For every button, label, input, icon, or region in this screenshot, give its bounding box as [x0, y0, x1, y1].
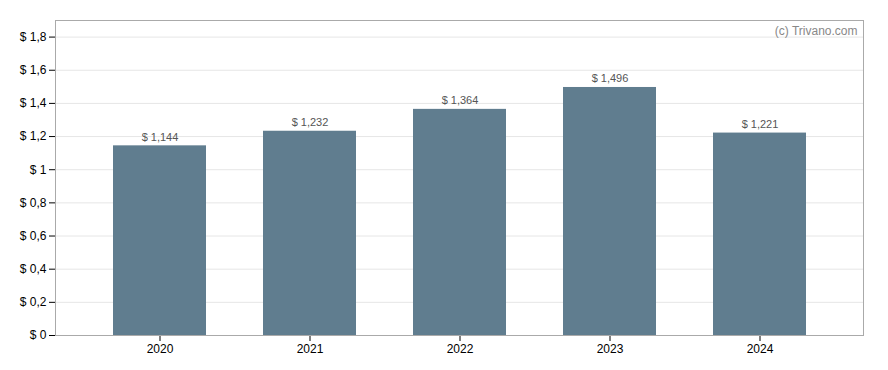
- svg-text:2022: 2022: [447, 342, 474, 356]
- svg-text:$ 1: $ 1: [30, 163, 47, 177]
- svg-text:(c) Trivano.com: (c) Trivano.com: [775, 24, 858, 38]
- svg-text:2023: 2023: [597, 342, 624, 356]
- svg-text:$ 1,6: $ 1,6: [20, 63, 47, 77]
- svg-text:2021: 2021: [297, 342, 324, 356]
- svg-text:$ 1,2: $ 1,2: [20, 129, 47, 143]
- svg-text:$ 0,6: $ 0,6: [20, 229, 47, 243]
- svg-text:2020: 2020: [147, 342, 174, 356]
- svg-text:$ 1,232: $ 1,232: [292, 116, 329, 128]
- svg-text:$ 1,144: $ 1,144: [142, 131, 179, 143]
- svg-text:2024: 2024: [747, 342, 774, 356]
- svg-text:$ 1,496: $ 1,496: [592, 72, 629, 84]
- svg-text:$ 1,221: $ 1,221: [742, 118, 779, 130]
- svg-text:$ 0,2: $ 0,2: [20, 295, 47, 309]
- svg-text:$ 0,8: $ 0,8: [20, 196, 47, 210]
- svg-text:$ 1,8: $ 1,8: [20, 30, 47, 44]
- svg-text:$ 0: $ 0: [30, 328, 47, 342]
- svg-text:$ 1,364: $ 1,364: [442, 94, 479, 106]
- svg-text:$ 1,4: $ 1,4: [20, 96, 47, 110]
- svg-text:$ 0,4: $ 0,4: [20, 262, 47, 276]
